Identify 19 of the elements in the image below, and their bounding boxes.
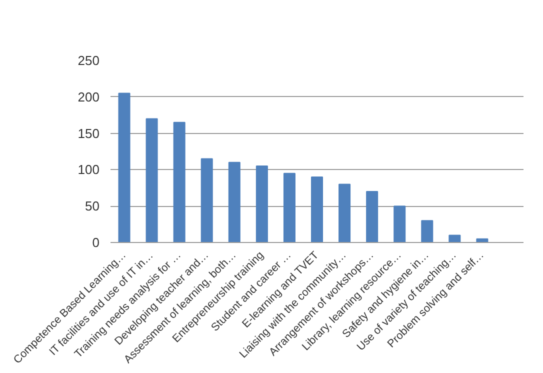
y-tick-label: 100 (78, 162, 100, 178)
bar (200, 158, 213, 242)
bar (283, 172, 296, 242)
bar (228, 162, 240, 242)
y-tick-label: 0 (92, 235, 100, 250)
bar (256, 166, 268, 242)
y-tick-label: 150 (78, 126, 100, 141)
bar (366, 191, 378, 242)
bar (421, 220, 434, 242)
bar (310, 176, 324, 242)
bar (448, 234, 461, 242)
bar (118, 92, 130, 242)
bar (394, 206, 406, 242)
y-tick-label: 200 (78, 89, 100, 104)
y-tick-label: 250 (78, 53, 100, 68)
bar (338, 184, 351, 242)
bar (173, 122, 186, 242)
y-tick-label: 50 (85, 198, 100, 214)
bar (146, 118, 158, 242)
